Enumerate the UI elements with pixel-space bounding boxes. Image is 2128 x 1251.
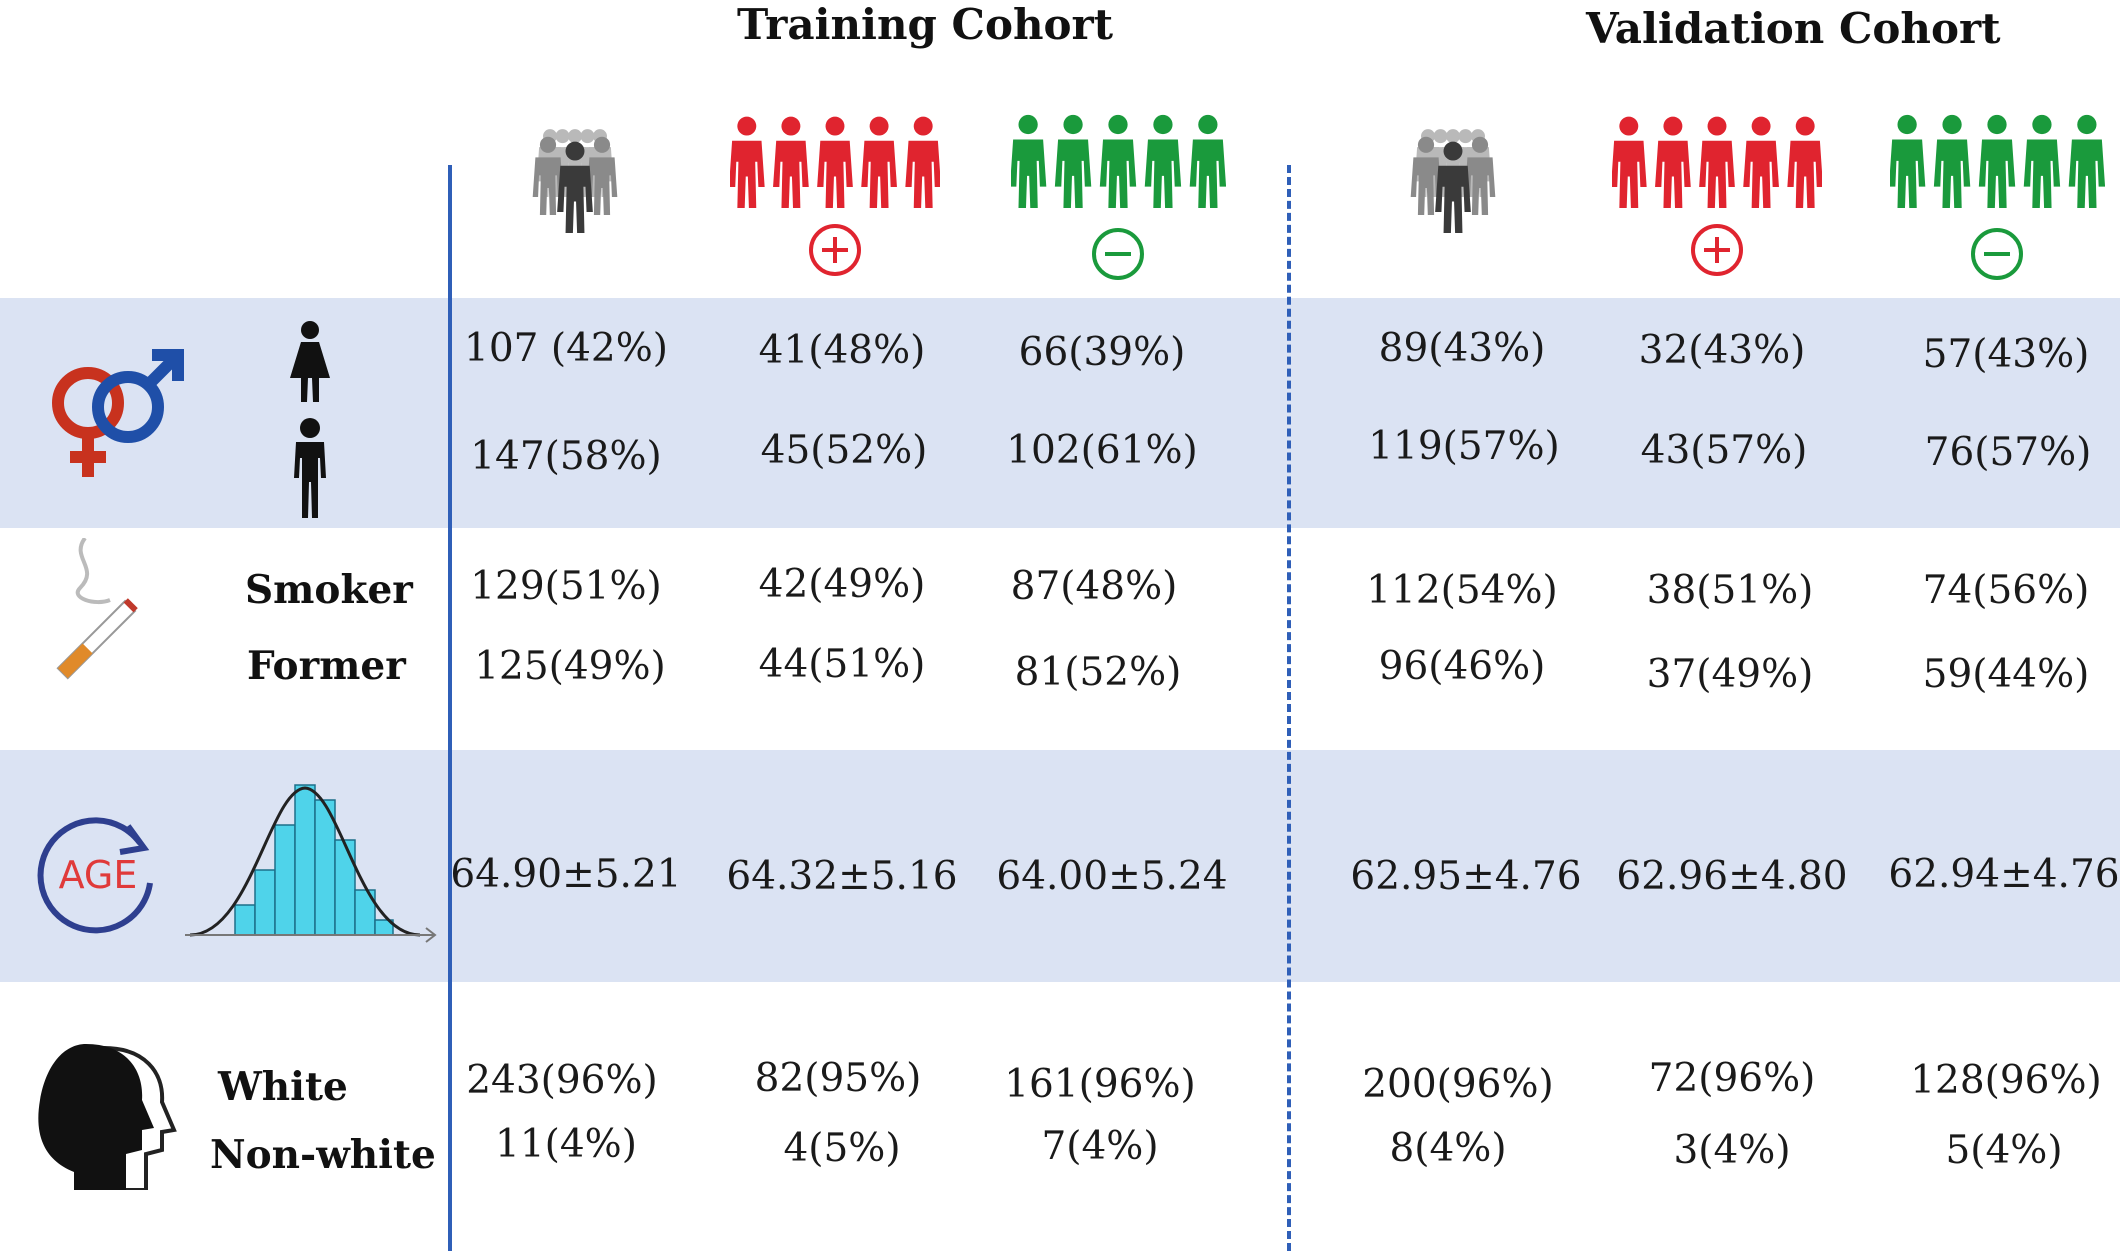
gender-row-band [0,298,2120,528]
smoker-validation-negative: 74(56%) [1922,568,2090,613]
former-validation-negative: 59(44%) [1922,652,2090,697]
white-label: White [218,1064,348,1110]
age-refresh-icon: AGE [37,817,153,934]
former-validation-all: 96(46%) [1378,644,1546,689]
age-training-positive: 64.32±5.16 [726,854,958,899]
white-validation-negative: 128(96%) [1910,1058,2102,1103]
training-cohort-header: Training Cohort [737,0,1114,49]
white-validation-positive: 72(96%) [1648,1056,1816,1101]
nonwhite-training-all: 11(4%) [495,1122,637,1167]
smoker-training-all: 129(51%) [470,564,662,609]
white-validation-all: 200(96%) [1362,1062,1554,1107]
age-validation-all: 62.95±4.76 [1350,854,1582,899]
people-group-green-negative-icon [1890,114,2105,280]
male-training-positive: 45(52%) [760,428,928,473]
smoker-training-positive: 42(49%) [758,562,926,607]
former-validation-positive: 37(49%) [1646,652,1814,697]
people-group-green-negative-icon [1011,114,1226,280]
people-group-red-positive-icon [1612,116,1822,276]
male-training-negative: 102(61%) [1006,428,1198,473]
female-validation-all: 89(43%) [1378,326,1546,371]
female-training-all: 107 (42%) [464,326,668,371]
validation-cohort-header: Validation Cohort [1586,4,2001,53]
row-header-divider [448,165,452,1251]
nonwhite-validation-all: 8(4%) [1389,1126,1507,1171]
gender-symbols-icon [52,349,184,477]
age-training-negative: 64.00±5.24 [996,854,1228,899]
nonwhite-validation-positive: 3(4%) [1673,1128,1791,1173]
age-training-all: 64.90±5.21 [450,852,682,897]
white-training-all: 243(96%) [466,1058,658,1103]
nonwhite-training-positive: 4(5%) [783,1126,901,1171]
female-validation-negative: 57(43%) [1922,332,2090,377]
white-training-negative: 161(96%) [1004,1062,1196,1107]
age-validation-positive: 62.96±4.80 [1616,854,1848,899]
former-training-all: 125(49%) [474,644,666,689]
male-validation-all: 119(57%) [1368,424,1560,469]
former-label: Former [247,643,406,689]
nonwhite-training-negative: 7(4%) [1041,1124,1159,1169]
histogram-distribution-icon [185,784,437,943]
smoker-training-negative: 87(48%) [1010,564,1178,609]
female-training-negative: 66(39%) [1018,330,1186,375]
smoker-validation-all: 112(54%) [1366,568,1558,613]
people-group-gray-icon [1410,95,1496,233]
age-validation-negative: 62.94±4.76 [1888,852,2120,897]
nonwhite-label: Non-white [210,1132,436,1178]
cigarette-icon [56,538,138,680]
age-icon-text: AGE [59,853,138,897]
smoker-validation-positive: 38(51%) [1646,568,1814,613]
cohort-divider [1287,165,1291,1251]
white-training-positive: 82(95%) [754,1056,922,1101]
nonwhite-validation-negative: 5(4%) [1945,1128,2063,1173]
people-group-red-positive-icon [730,116,940,276]
male-training-all: 147(58%) [470,434,662,479]
heads-silhouette-icon [38,1044,177,1190]
former-training-positive: 44(51%) [758,642,926,687]
male-validation-positive: 43(57%) [1640,428,1808,473]
male-figure-icon [294,418,326,518]
female-validation-positive: 32(43%) [1638,328,1806,373]
people-group-gray-icon [532,95,618,233]
female-training-positive: 41(48%) [758,328,926,373]
smoker-label: Smoker [245,567,413,613]
male-validation-negative: 76(57%) [1924,430,2092,475]
former-training-negative: 81(52%) [1014,650,1182,695]
female-figure-icon [290,321,330,402]
